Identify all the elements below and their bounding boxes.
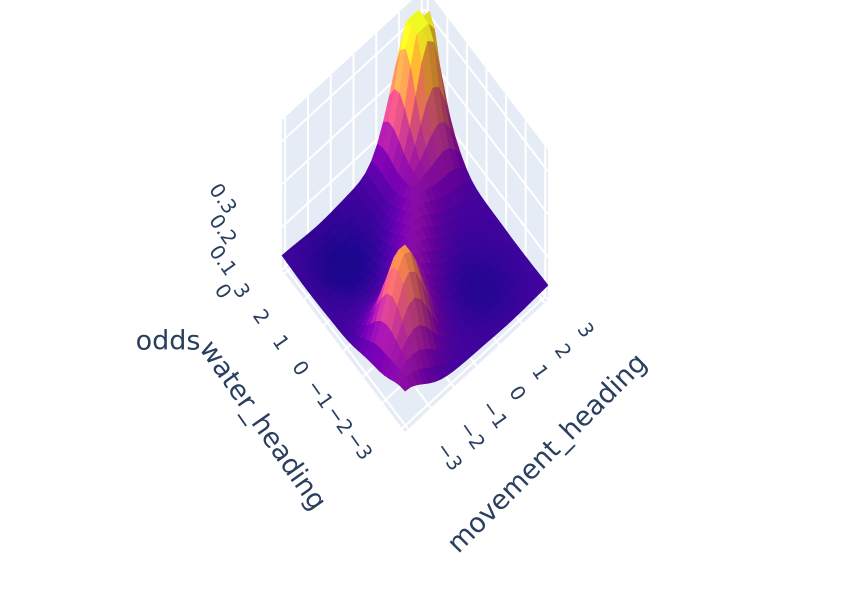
z-axis-ticks: 00.10.20.3	[204, 179, 242, 304]
z-tick-label: 0	[210, 279, 237, 303]
wall-grid-z	[281, 8, 426, 143]
surface-mesh[interactable]	[281, 10, 549, 392]
z-axis-title: odds	[136, 326, 201, 357]
wall-grid-z	[424, 51, 549, 215]
y-tick-label: 2	[248, 304, 275, 328]
y-tick-label: 0	[287, 356, 314, 380]
surface-cell	[399, 377, 412, 392]
y-tick-label: 1	[268, 330, 295, 354]
x-axis-title: movement_heading	[441, 347, 653, 559]
x-tick-label: 3	[573, 318, 600, 342]
x-tick-label: 2	[550, 339, 577, 363]
x-tick-label: −3	[431, 437, 468, 475]
wall-grid-z	[424, 8, 549, 173]
z-tick-label: 0.3	[204, 179, 242, 219]
x-tick-label: 1	[527, 360, 554, 384]
floor-grid-y	[401, 295, 546, 430]
x-tick-label: 0	[504, 381, 531, 405]
